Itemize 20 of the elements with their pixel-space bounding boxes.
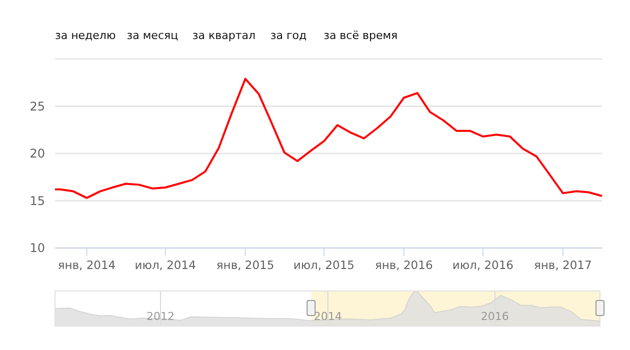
x-tick-label: янв, 2014 <box>58 258 116 272</box>
text: за неделю <box>55 29 116 42</box>
text: за месяц <box>126 29 178 42</box>
line-series <box>54 78 603 199</box>
x-tick-label: июл, 2015 <box>293 258 354 272</box>
y-tick-label: 20 <box>30 146 45 161</box>
x-tick-label: янв, 2017 <box>534 258 592 272</box>
y-tick-label: 25 <box>30 99 45 114</box>
x-tick-label: янв, 2015 <box>216 258 274 272</box>
text: за всё время <box>324 29 398 42</box>
x-tick-label: 2014 <box>314 310 342 323</box>
x-tick-label: 2016 <box>480 310 509 323</box>
y-tick-label: 10 <box>30 241 45 256</box>
x-tick-label: июл, 2014 <box>134 258 196 272</box>
x-tick-label: янв, 2016 <box>374 258 433 272</box>
x-tick-label: 2012 <box>146 310 175 323</box>
x-tick-label: июл, 2016 <box>452 258 514 272</box>
y-tick-label: 15 <box>30 194 45 208</box>
text: за год <box>270 29 307 42</box>
text: за квартал <box>192 29 256 42</box>
